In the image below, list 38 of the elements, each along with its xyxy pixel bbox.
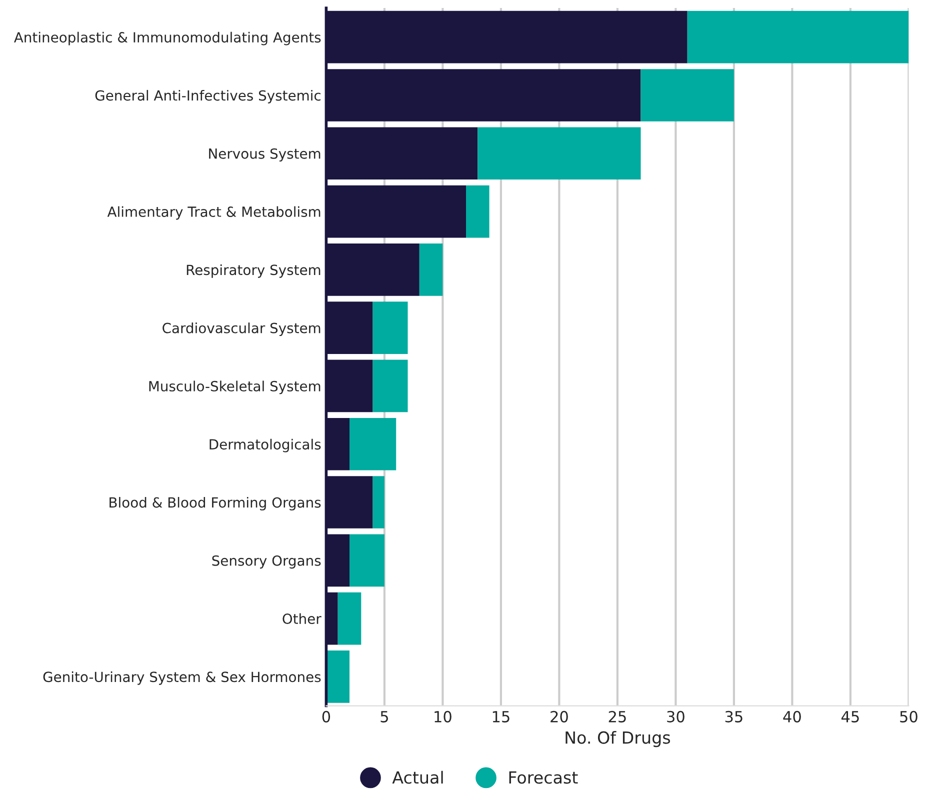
y-tick-label: Nervous System	[209, 148, 320, 162]
bar	[372, 476, 384, 528]
y-tick-label: General Anti-Infectives Systemic	[95, 90, 320, 104]
bar	[350, 418, 396, 470]
x-tick-label: 25	[608, 710, 626, 722]
bar	[372, 360, 408, 412]
y-tick-label: Genito-Urinary System & Sex Hormones	[43, 671, 321, 685]
bar	[478, 127, 641, 180]
y-tick-label: Respiratory System	[186, 264, 320, 278]
bar	[326, 650, 350, 703]
bar	[687, 10, 909, 64]
x-tick-label: 20	[550, 710, 568, 722]
bar	[466, 185, 490, 238]
y-tick-label: Dermatologicals	[210, 438, 321, 452]
x-tick-label: 35	[725, 710, 742, 722]
y-tick-label: Other	[282, 613, 322, 624]
x-tick-label: 30	[667, 710, 684, 722]
legend-label: Forecast	[509, 771, 578, 784]
x-tick-label: 15	[492, 711, 510, 722]
bar	[350, 534, 384, 587]
x-tick-label: 50	[900, 710, 918, 722]
y-tick-label: Cardiovascular System	[162, 322, 320, 336]
y-tick-label: Blood & Blood Forming Organs	[110, 496, 321, 510]
x-axis-title: No. Of Drugs	[566, 730, 670, 748]
y-tick-label: Antineoplastic & Immunomodulating Agents	[14, 32, 321, 46]
x-tick-label: 10	[434, 710, 452, 722]
y-tick-label: Musculo-Skeletal System	[149, 380, 320, 394]
bar	[640, 69, 734, 122]
y-tick-label: Alimentary Tract & Metabolism	[107, 206, 320, 220]
x-tick-label: 5	[380, 711, 388, 722]
x-tick-label: 45	[841, 711, 859, 722]
legend-label: Actual	[392, 770, 443, 784]
y-tick-label: Sensory Organs	[212, 555, 321, 569]
bar	[372, 302, 408, 354]
x-tick-label: 0	[322, 710, 330, 722]
bar	[419, 244, 443, 296]
x-tick-label: 40	[783, 710, 801, 722]
bar	[338, 592, 362, 645]
